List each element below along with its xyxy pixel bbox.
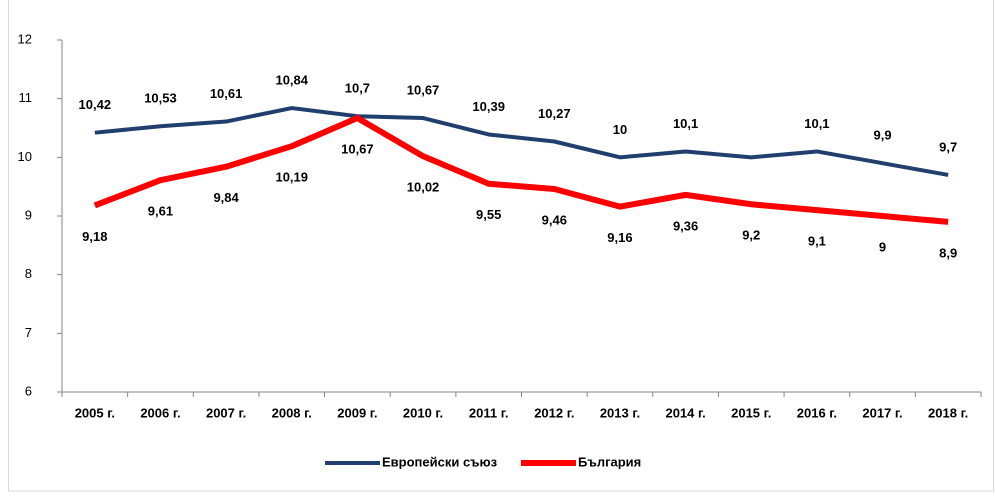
- data-label: 9,1: [808, 234, 826, 249]
- data-label: 9,61: [148, 204, 173, 219]
- y-tick-label: 11: [19, 90, 33, 105]
- x-tick-label: 2018 г.: [928, 405, 968, 420]
- y-tick-label: 10: [18, 149, 32, 164]
- x-tick-label: 2013 г.: [600, 405, 640, 420]
- data-label: 9: [879, 239, 886, 254]
- y-tick-label: 8: [25, 266, 32, 281]
- data-label: 9,84: [213, 190, 239, 205]
- data-label: 10: [613, 122, 627, 137]
- x-tick-label: 2017 г.: [862, 405, 902, 420]
- x-tick-label: 2014 г.: [665, 405, 705, 420]
- data-label: 8,9: [939, 245, 957, 260]
- data-label: 10,19: [275, 170, 308, 185]
- x-tick-label: 2011 г.: [469, 405, 509, 420]
- x-tick-label: 2005 г.: [75, 405, 115, 420]
- data-label: 10,27: [538, 106, 571, 121]
- data-label: 10,7: [345, 81, 370, 96]
- series-line: [93, 115, 949, 225]
- data-label: 9,7: [939, 139, 957, 154]
- legend-label: Европейски съюз: [382, 454, 498, 469]
- data-label: 10,1: [673, 116, 698, 131]
- data-label: 9,36: [673, 218, 698, 233]
- data-label: 9,9: [873, 128, 891, 143]
- data-label: 10,84: [275, 72, 308, 87]
- y-tick-label: 9: [25, 207, 32, 222]
- data-label: 9,18: [82, 229, 107, 244]
- data-label: 9,2: [742, 228, 760, 243]
- chart-frame: [8, 0, 994, 492]
- data-label: 9,16: [607, 230, 632, 245]
- data-label: 10,67: [341, 141, 374, 156]
- data-label: 10,1: [804, 116, 829, 131]
- data-label: 9,55: [476, 207, 501, 222]
- data-label: 10,39: [472, 99, 505, 114]
- data-label: 10,53: [144, 91, 177, 106]
- x-tick-label: 2009 г.: [337, 405, 377, 420]
- x-tick-label: 2008 г.: [272, 405, 312, 420]
- data-label: 10,67: [407, 82, 440, 97]
- data-label: 10,02: [407, 180, 440, 195]
- y-tick-label: 6: [25, 383, 32, 398]
- data-label: 9,46: [542, 212, 567, 227]
- series-line: [94, 106, 949, 177]
- x-tick-label: 2007 г.: [206, 405, 246, 420]
- x-tick-label: 2010 г.: [403, 405, 443, 420]
- x-tick-label: 2006 г.: [140, 405, 180, 420]
- y-tick-label: 12: [18, 31, 32, 46]
- y-tick-label: 7: [25, 325, 32, 340]
- x-tick-label: 2012 г.: [534, 405, 574, 420]
- x-tick-label: 2015 г.: [731, 405, 771, 420]
- legend-label: България: [578, 454, 641, 469]
- x-tick-label: 2016 г.: [797, 405, 837, 420]
- data-label: 10,61: [210, 86, 243, 101]
- data-label: 10,42: [79, 97, 112, 112]
